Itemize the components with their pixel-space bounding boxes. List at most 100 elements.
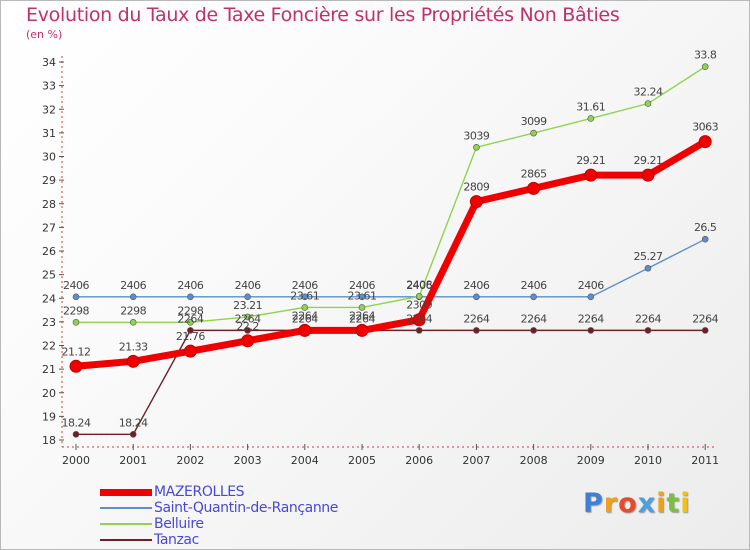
legend-swatch-saint-quantin-de-rancanne <box>100 507 152 509</box>
data-point-mazerolles <box>183 344 197 358</box>
legend-label-tanzac: Tanzac <box>154 532 199 548</box>
y-tick-label: 20 <box>42 387 56 400</box>
y-tick-label: 32 <box>42 103 56 116</box>
y-tick-label: 19 <box>42 410 56 423</box>
data-label-belluire: 2298 <box>120 304 146 317</box>
chart-series-layer <box>69 63 712 438</box>
data-label-mazerolles: 21.76 <box>176 330 205 343</box>
legend-item-tanzac: Tanzac <box>100 532 400 548</box>
data-point-tanzac <box>473 327 480 334</box>
logo-letter: r <box>603 488 619 519</box>
data-label-saint-quantin-de-rancanne: 2406 <box>349 279 375 292</box>
y-tick-label: 26 <box>42 245 56 258</box>
data-label-mazerolles: 21.12 <box>62 345 91 358</box>
data-label-mazerolles: 2264 <box>292 309 318 322</box>
x-tick-label: 2001 <box>119 454 147 467</box>
data-label-belluire: 23.21 <box>233 299 262 312</box>
x-tick-label: 2002 <box>176 454 204 467</box>
data-label-saint-quantin-de-rancanne: 2406 <box>177 279 203 292</box>
data-label-saint-quantin-de-rancanne: 2406 <box>63 279 89 292</box>
data-point-saint-quantin-de-rancanne <box>701 235 709 243</box>
data-point-mazerolles <box>698 135 712 149</box>
data-point-belluire <box>644 100 652 107</box>
data-point-mazerolles <box>527 181 541 195</box>
y-tick-label: 31 <box>42 127 56 140</box>
data-point-saint-quantin-de-rancanne <box>587 293 595 301</box>
data-point-tanzac <box>644 327 652 334</box>
logo-letter: i <box>680 488 691 519</box>
chart-title: Evolution du Taux de Taxe Foncière sur l… <box>26 4 620 26</box>
chart-axes: 18 19 20 21 22 23 24 25 26 27 28 29 30 31 32 33 34 2000 20… <box>42 56 719 467</box>
data-point-tanzac <box>129 431 137 438</box>
data-label-tanzac: 2264 <box>692 312 718 325</box>
data-label-saint-quantin-de-rancanne: 26.5 <box>694 221 717 234</box>
data-label-tanzac: 18.24 <box>62 416 91 429</box>
legend-item-belluire: Belluire <box>100 516 400 532</box>
data-point-belluire <box>587 115 595 122</box>
data-label-belluire: 23.61 <box>348 289 377 302</box>
data-label-belluire: 33.8 <box>694 49 717 62</box>
data-label-mazerolles: 21.33 <box>119 340 148 353</box>
legend-label-saint-quantin-de-rancanne: Saint-Quantin-de-Rançanne <box>154 500 338 516</box>
data-point-saint-quantin-de-rancanne <box>301 293 309 301</box>
x-tick-label: 2005 <box>348 454 376 467</box>
x-tick-label: 2007 <box>462 454 490 467</box>
data-label-tanzac: 2264 <box>463 312 489 325</box>
data-point-mazerolles <box>641 168 655 182</box>
data-point-tanzac <box>244 327 251 334</box>
data-point-tanzac <box>415 327 423 334</box>
data-point-belluire <box>415 293 423 300</box>
y-axis-unit-label: (en %) <box>26 28 63 41</box>
data-label-mazerolles: 22.2 <box>236 320 259 333</box>
data-label-tanzac: 2264 <box>292 312 318 325</box>
data-label-belluire: 3039 <box>463 129 489 142</box>
y-tick-label: 33 <box>42 80 56 93</box>
data-point-belluire <box>187 319 194 326</box>
data-point-saint-quantin-de-rancanne <box>187 293 194 301</box>
y-tick-label: 24 <box>42 292 56 305</box>
x-tick-label: 2000 <box>62 454 90 467</box>
data-point-mazerolles <box>355 323 369 337</box>
series-line-saint-quantin-de-rancanne <box>76 238 706 298</box>
data-point-tanzac <box>72 431 80 438</box>
y-tick-label: 23 <box>42 316 56 329</box>
data-label-saint-quantin-de-rancanne: 2406 <box>120 279 146 292</box>
data-label-belluire: 32.24 <box>634 86 663 99</box>
x-tick-label: 2010 <box>634 454 662 467</box>
data-label-mazerolles: 2865 <box>521 167 547 180</box>
y-tick-label: 30 <box>42 151 56 164</box>
y-tick-label: 34 <box>42 56 56 69</box>
x-tick-label: 2011 <box>691 454 719 467</box>
legend-item-saint-quantin-de-rancanne: Saint-Quantin-de-Rançanne <box>100 500 400 516</box>
data-point-belluire <box>530 129 537 137</box>
legend-label-belluire: Belluire <box>154 516 204 532</box>
data-label-belluire: 3099 <box>521 115 547 128</box>
data-label-mazerolles: 2809 <box>463 181 489 194</box>
data-label-mazerolles: 3063 <box>692 121 718 134</box>
data-point-belluire <box>301 304 309 311</box>
data-point-mazerolles <box>241 334 255 348</box>
data-label-mazerolles: 2264 <box>349 309 375 322</box>
data-point-mazerolles <box>469 195 483 209</box>
data-point-tanzac <box>187 327 194 334</box>
legend-swatch-belluire <box>100 523 152 525</box>
y-tick-label: 27 <box>42 221 56 234</box>
legend-label-mazerolles: MAZEROLLES <box>154 484 245 500</box>
data-label-tanzac: 18.24 <box>119 416 148 429</box>
data-label-belluire: 2298 <box>177 304 203 317</box>
data-point-mazerolles <box>412 313 426 327</box>
data-label-tanzac: 2264 <box>635 312 661 325</box>
chart-data-labels-layer: 2406 2406 2406 2406 2406 2406 2406 2406 2406 2406… <box>62 49 720 430</box>
y-tick-label: 21 <box>42 363 56 376</box>
data-label-mazerolles: 2309 <box>406 299 432 312</box>
data-label-mazerolles: 29.21 <box>634 154 663 167</box>
series-line-mazerolles <box>75 138 707 370</box>
legend-swatch-mazerolles <box>100 488 152 496</box>
data-point-saint-quantin-de-rancanne <box>72 293 80 301</box>
data-point-belluire <box>129 319 137 326</box>
data-label-saint-quantin-de-rancanne: 25.27 <box>634 250 663 263</box>
data-point-saint-quantin-de-rancanne <box>644 264 652 272</box>
x-tick-label: 2004 <box>291 454 319 467</box>
